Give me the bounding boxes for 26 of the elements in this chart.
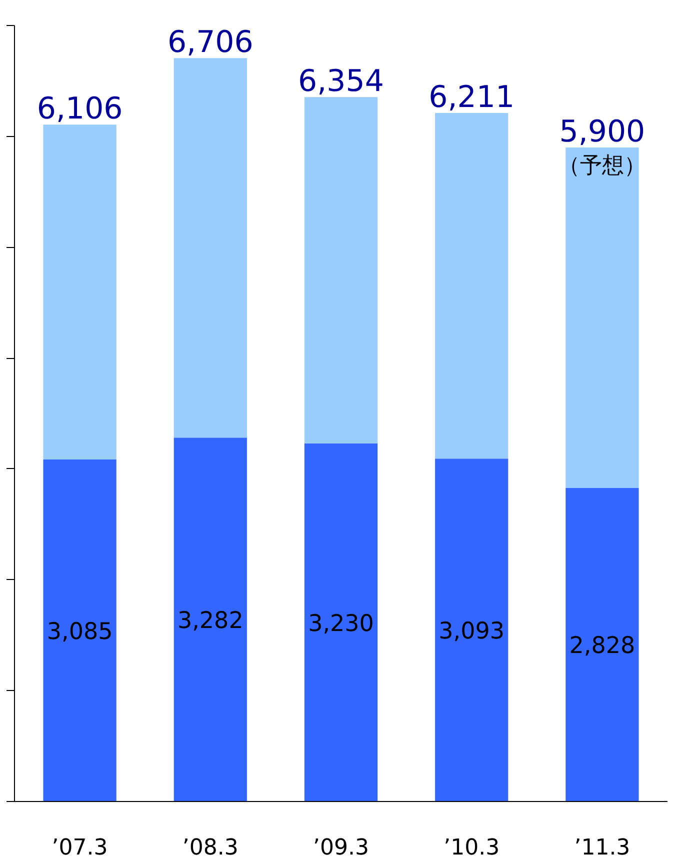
data-label: 2,828 [569, 633, 636, 660]
bar [174, 58, 247, 438]
data-label: 3,085 [46, 619, 113, 646]
data-label: 3,282 [177, 608, 244, 634]
total-label: 6,106 [36, 92, 123, 127]
x-tick-label: ’11.3 [574, 836, 630, 860]
bar [304, 97, 378, 444]
bar [43, 124, 116, 460]
x-tick-label: ’08.3 [182, 836, 238, 860]
x-tick-label: ’09.3 [313, 836, 369, 860]
annotation: （予想） [558, 153, 646, 178]
x-tick-label: ’10.3 [444, 836, 500, 860]
bar [174, 438, 247, 802]
bar [566, 147, 639, 488]
bar [435, 458, 508, 802]
total-label: 6,706 [167, 25, 254, 60]
total-label: 5,900 [559, 114, 646, 150]
total-label: 6,354 [298, 64, 384, 100]
data-label: 3,093 [438, 618, 505, 645]
x-tick-label: ’07.3 [52, 836, 108, 860]
data-label: 3,230 [308, 610, 374, 637]
bar [304, 443, 378, 802]
bar [566, 488, 639, 802]
bar [435, 112, 508, 459]
total-label: 6,211 [428, 80, 515, 115]
bar [43, 460, 116, 802]
